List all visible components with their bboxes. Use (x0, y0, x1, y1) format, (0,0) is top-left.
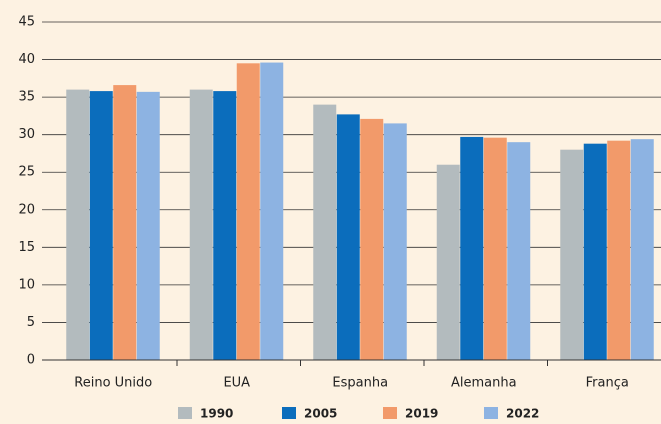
bar (260, 62, 284, 361)
x-tick-label: EUA (223, 376, 250, 391)
bar (336, 114, 360, 361)
x-tick-label: França (586, 376, 629, 391)
bar (66, 89, 90, 360)
legend-label: 2005 (304, 407, 337, 421)
bar (460, 136, 484, 360)
bar (313, 104, 337, 360)
legend-swatch (282, 407, 296, 419)
bar (136, 91, 160, 360)
bar (383, 123, 407, 361)
y-tick-label: 35 (18, 90, 35, 105)
legend-swatch (383, 407, 397, 419)
y-tick-label: 40 (18, 52, 35, 67)
legend-label: 2019 (405, 407, 438, 421)
bar (607, 140, 631, 360)
x-tick-label: Alemanha (451, 376, 517, 391)
y-tick-label: 20 (18, 202, 35, 217)
bar (213, 91, 237, 360)
y-tick-label: 10 (18, 277, 35, 292)
x-tick-label: Reino Unido (74, 376, 152, 391)
bar (113, 85, 137, 361)
y-tick-label: 5 (27, 315, 35, 330)
y-tick-label: 25 (18, 165, 35, 180)
bar (436, 164, 460, 360)
bar (236, 63, 260, 361)
x-tick-label: Espanha (332, 376, 388, 391)
legend-label: 1990 (200, 407, 233, 421)
bar (360, 118, 384, 360)
legend-swatch (484, 407, 498, 419)
y-tick-label: 45 (18, 15, 35, 30)
bar (583, 143, 607, 360)
bar (630, 139, 654, 360)
bar (89, 91, 113, 360)
legend-swatch (178, 407, 192, 419)
legend-label: 2022 (506, 407, 539, 421)
bar (483, 137, 507, 360)
y-tick-label: 30 (18, 127, 35, 142)
bar (560, 149, 584, 360)
y-tick-label: 15 (18, 240, 35, 255)
bar (189, 89, 213, 360)
y-tick-label: 0 (27, 353, 35, 368)
bar (507, 142, 531, 360)
